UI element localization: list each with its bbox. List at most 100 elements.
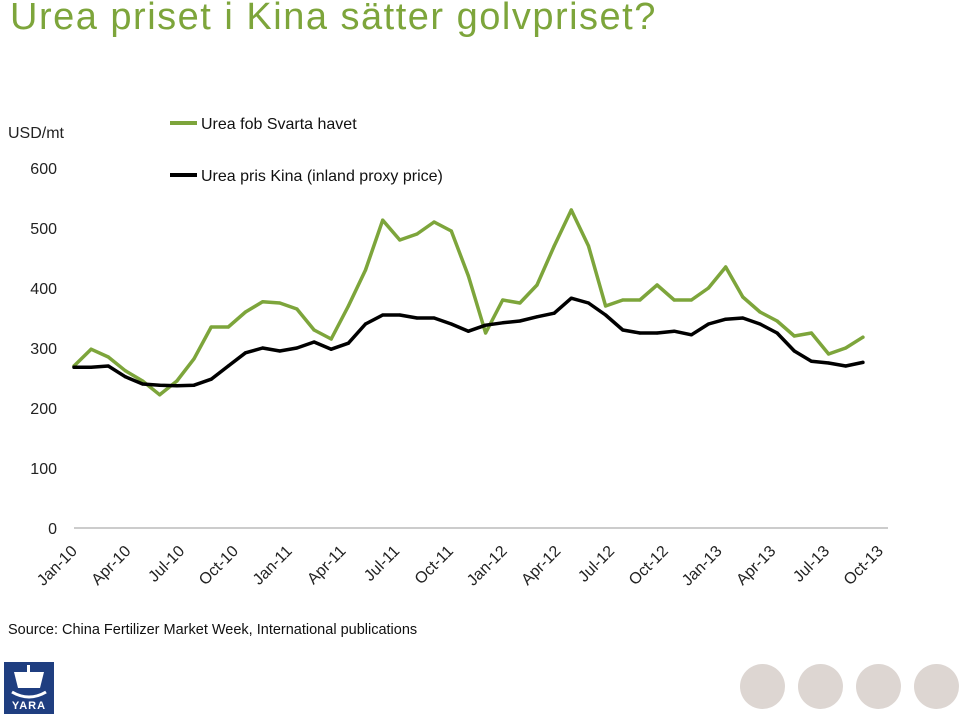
data-point — [792, 349, 796, 353]
data-point — [346, 341, 350, 345]
data-point — [741, 316, 745, 320]
decorative-dot — [856, 664, 901, 709]
data-point — [363, 268, 368, 272]
y-tick-label: 600 — [30, 161, 57, 178]
data-point — [758, 322, 762, 326]
data-point — [706, 322, 711, 326]
data-point — [329, 337, 333, 341]
y-tick-label: 200 — [30, 401, 57, 418]
data-point — [552, 244, 556, 248]
viking-ship-icon — [11, 665, 47, 699]
data-point — [484, 331, 488, 335]
data-point — [209, 377, 213, 381]
data-point — [278, 301, 282, 305]
data-point — [295, 346, 299, 350]
y-tick-label: 0 — [48, 521, 57, 538]
data-point — [89, 347, 93, 351]
data-point — [621, 328, 625, 332]
data-point — [638, 298, 642, 302]
data-point — [381, 313, 385, 317]
data-point — [689, 333, 694, 337]
data-point — [209, 325, 213, 329]
data-point — [243, 310, 248, 314]
x-axis-tick-labels: Jan-10 Apr-10 Jul-10 Oct-10 Jan-11 Apr-11 Jul-… — [34, 543, 887, 590]
data-point — [827, 352, 831, 356]
data-point — [106, 355, 110, 359]
x-tick-label: Jul-13 — [790, 543, 833, 586]
legend-label: Urea fob Svarta havet — [201, 116, 357, 133]
data-point — [158, 393, 162, 397]
x-tick-label: Oct-10 — [196, 543, 242, 589]
legend-label: Urea pris Kina (inland proxy price) — [201, 168, 443, 185]
x-tick-label: Oct-12 — [626, 543, 672, 589]
data-point — [312, 340, 316, 344]
x-tick-label: Jul-11 — [361, 543, 403, 585]
data-point — [586, 244, 591, 248]
x-tick-label: Oct-11 — [412, 543, 457, 588]
data-point — [535, 283, 539, 287]
y-tick-label: 100 — [30, 461, 57, 478]
data-point — [89, 365, 93, 369]
data-point — [466, 329, 470, 333]
x-tick-label: Jul-12 — [575, 543, 618, 586]
data-point — [466, 274, 470, 278]
x-tick-label: Oct-13 — [841, 543, 887, 589]
y-tick-label: 400 — [30, 281, 57, 298]
data-point — [758, 310, 762, 314]
data-point — [518, 301, 522, 305]
data-point — [638, 331, 642, 335]
data-point — [775, 331, 779, 335]
data-point — [552, 311, 556, 315]
data-point — [415, 316, 419, 320]
data-point — [192, 357, 196, 361]
data-point — [604, 304, 608, 308]
data-point — [655, 331, 659, 335]
data-point — [501, 298, 505, 302]
data-point — [243, 351, 248, 355]
data-point — [621, 298, 625, 302]
x-tick-label: Apr-10 — [89, 543, 135, 589]
decorative-dot — [914, 664, 959, 709]
data-point — [861, 360, 865, 364]
data-point — [827, 361, 831, 365]
data-point — [141, 382, 145, 386]
decorative-dot — [798, 664, 843, 709]
data-point — [312, 328, 316, 332]
data-point — [158, 383, 162, 387]
x-tick-label: Jan-13 — [679, 543, 726, 590]
data-point — [672, 329, 676, 333]
data-point — [569, 296, 573, 300]
x-tick-label: Apr-11 — [304, 543, 349, 588]
data-point — [175, 384, 179, 388]
data-point — [226, 325, 230, 329]
data-point — [569, 208, 573, 212]
x-tick-label: Jan-10 — [34, 543, 81, 590]
data-point — [844, 364, 848, 368]
data-point — [484, 323, 488, 327]
data-point — [689, 298, 694, 302]
data-point — [261, 300, 265, 304]
data-point — [329, 347, 333, 351]
series-line-urea-china-inland — [72, 296, 865, 388]
data-point — [844, 346, 848, 350]
data-point — [398, 313, 402, 317]
x-tick-label: Jan-11 — [250, 543, 296, 589]
series-line-urea-fob-black-sea — [72, 208, 865, 397]
data-point — [741, 295, 745, 299]
y-tick-label: 300 — [30, 341, 57, 358]
data-point — [792, 334, 796, 338]
data-point — [398, 238, 402, 242]
data-point — [363, 322, 368, 326]
data-point — [655, 283, 659, 287]
data-point — [449, 322, 453, 326]
y-axis-unit-label: USD/mt — [8, 125, 64, 142]
data-point — [432, 220, 436, 224]
legend: Urea fob Svarta havet Urea pris Kina (inl… — [170, 116, 443, 185]
data-point — [72, 365, 76, 369]
data-point — [261, 346, 265, 350]
data-point — [415, 232, 419, 236]
data-point — [518, 319, 522, 323]
data-point — [106, 364, 110, 368]
y-axis-tick-labels: 0 100 200 300 400 500 600 — [30, 161, 57, 538]
